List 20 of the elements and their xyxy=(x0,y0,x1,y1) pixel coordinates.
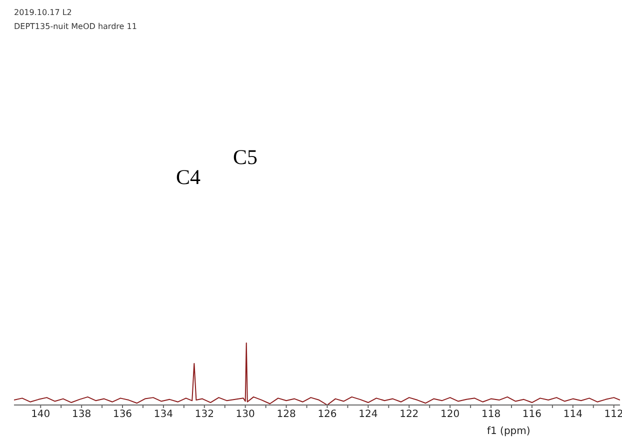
x-tick-label: 120 xyxy=(440,409,460,420)
x-tick-label: 124 xyxy=(358,409,378,420)
text: C4 xyxy=(176,165,201,190)
x-tick-label: 134 xyxy=(154,409,173,420)
x-tick-label: 132 xyxy=(194,409,214,420)
x-tick-label: 114 xyxy=(563,409,582,420)
text: C5 xyxy=(233,145,258,170)
x-tick-label: 140 xyxy=(31,409,50,420)
x-axis-title: f1 (ppm) xyxy=(487,426,530,437)
x-tick-label: 118 xyxy=(481,409,501,420)
x-tick-label: 128 xyxy=(276,409,296,420)
x-tick-label: 138 xyxy=(72,409,92,420)
chart-title: 2019.10.17 L2 xyxy=(14,8,72,17)
x-tick-label: 136 xyxy=(112,409,132,420)
x-tick-label: 116 xyxy=(522,409,542,420)
x-tick-label: 122 xyxy=(400,409,419,420)
x-tick-label: 130 xyxy=(236,409,255,420)
chart-subtitle: DEPT135-nuit MeOD hardre 11 xyxy=(14,22,137,31)
x-tick-label: 126 xyxy=(318,409,337,420)
x-tick-label: 112 xyxy=(604,409,622,420)
